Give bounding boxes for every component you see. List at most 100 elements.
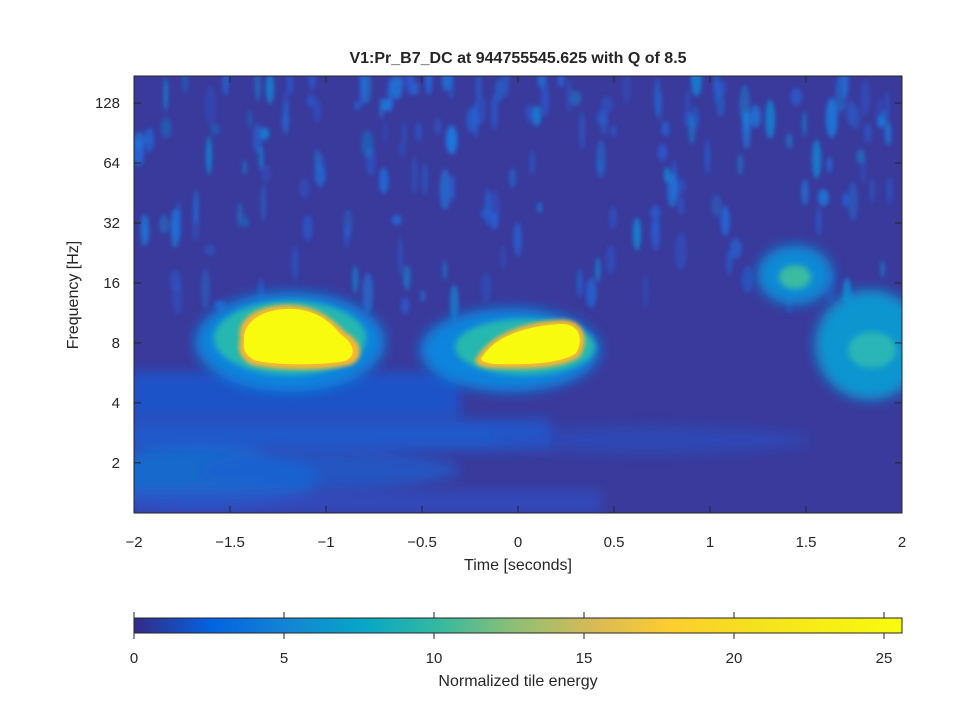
speckle-blob <box>447 126 458 155</box>
y-tick-label: 32 <box>103 215 120 232</box>
speckle-blob <box>291 245 299 282</box>
speckle-blob <box>314 148 320 172</box>
speckle-blob <box>513 221 522 257</box>
speckle-blob <box>884 91 890 120</box>
x-tick-label: 2 <box>898 534 906 551</box>
speckle-blob <box>884 121 892 146</box>
y-axis-label: Frequency [Hz] <box>65 241 82 349</box>
speckle-blob <box>191 205 200 242</box>
y-tick-label: 4 <box>112 395 120 412</box>
colorbar <box>133 617 903 634</box>
speckle-blob <box>566 79 573 113</box>
speckle-blob <box>765 99 776 139</box>
speckle-blob <box>790 88 803 106</box>
speckle-blob <box>705 139 710 175</box>
speckle-blob <box>480 272 492 303</box>
speckle-blob <box>421 162 429 196</box>
speckle-blob <box>391 76 403 100</box>
speckle-blob <box>657 143 668 162</box>
speckle-blob <box>864 123 872 144</box>
speckle-blob <box>379 97 384 119</box>
speckle-blob <box>729 237 742 260</box>
x-tick-label: 0.5 <box>604 534 625 551</box>
speckle-blob <box>750 105 761 128</box>
speckle-blob <box>163 77 169 112</box>
speckle-blob <box>494 78 504 103</box>
speckle-blob <box>415 122 422 142</box>
speckle-blob <box>848 181 858 222</box>
speckle-blob <box>739 84 750 124</box>
speckle-blob <box>343 208 353 238</box>
speckle-blob <box>260 183 267 223</box>
speckle-blob <box>851 105 861 131</box>
speckle-blob <box>134 131 145 149</box>
speckle-blob <box>306 94 316 107</box>
speckle-blob <box>381 98 392 112</box>
speckle-blob <box>869 178 875 204</box>
x-axis-label: Time [seconds] <box>464 557 572 574</box>
speckle-blob <box>508 167 517 189</box>
speckle-blob <box>383 120 388 144</box>
feature-hot-upper-right <box>779 265 811 289</box>
speckle-blob <box>434 117 441 136</box>
speckle-blob <box>610 125 617 137</box>
speckle-blob <box>886 176 893 206</box>
speckle-blob <box>557 76 565 87</box>
speckle-blob <box>577 268 583 298</box>
speckle-blob <box>283 99 289 137</box>
speckle-blob <box>206 136 212 175</box>
colorbar-ticks: 0 5 10 15 20 25 <box>130 612 892 667</box>
speckle-blob <box>491 94 498 131</box>
speckle-blob <box>313 99 321 123</box>
speckle-blob <box>812 139 822 180</box>
speckle-blob <box>398 235 403 276</box>
speckle-blob <box>720 205 730 237</box>
y-tick-label: 2 <box>112 455 120 472</box>
speckle-blob <box>254 76 261 102</box>
y-tick-label: 64 <box>103 155 120 172</box>
speckle-blob <box>265 76 275 105</box>
speckle-blob <box>880 260 885 279</box>
speckle-blob <box>363 76 372 104</box>
colorbar-tick-label: 5 <box>280 650 288 667</box>
speckle-blob <box>842 192 849 208</box>
x-axis-ticks: −2 −1.5 −1 −0.5 0 0.5 1 1.5 2 <box>125 76 906 551</box>
spectrogram-heatmap <box>134 76 902 513</box>
speckle-blob <box>140 214 150 247</box>
speckle-blob <box>877 115 886 128</box>
speckle-blob <box>578 111 586 150</box>
speckle-blob <box>303 214 313 241</box>
speckle-blob <box>449 174 456 202</box>
speckle-blob <box>650 205 661 219</box>
speckle-blob <box>643 273 648 309</box>
speckle-blob <box>401 121 407 146</box>
speckle-blob <box>600 96 613 114</box>
speckle-blob <box>439 168 451 211</box>
x-tick-label: −2 <box>125 534 142 551</box>
speckle-blob <box>252 123 262 154</box>
speckle-blob <box>420 289 426 303</box>
speckle-blob <box>237 202 243 228</box>
high-frequency-speckle <box>134 76 893 323</box>
y-tick-label: 128 <box>95 95 120 112</box>
speckle-blob <box>400 297 410 315</box>
speckle-blob <box>362 272 374 314</box>
x-tick-label: −1 <box>317 534 334 551</box>
speckle-blob <box>802 111 807 137</box>
speckle-blob <box>490 190 500 227</box>
speckle-blob <box>595 257 601 283</box>
x-tick-label: −0.5 <box>407 534 437 551</box>
feature-peak-center <box>481 323 580 365</box>
speckle-blob <box>144 127 154 153</box>
x-tick-label: 1 <box>706 534 714 551</box>
speckle-blob <box>405 76 415 95</box>
speckle-blob <box>159 214 169 234</box>
speckle-blob <box>609 206 617 230</box>
speckle-blob <box>442 259 447 281</box>
speckle-blob <box>713 76 719 104</box>
speckle-blob <box>501 245 506 270</box>
speckle-blob <box>259 127 270 141</box>
speckle-blob <box>786 132 793 150</box>
speckle-blob <box>287 76 293 95</box>
